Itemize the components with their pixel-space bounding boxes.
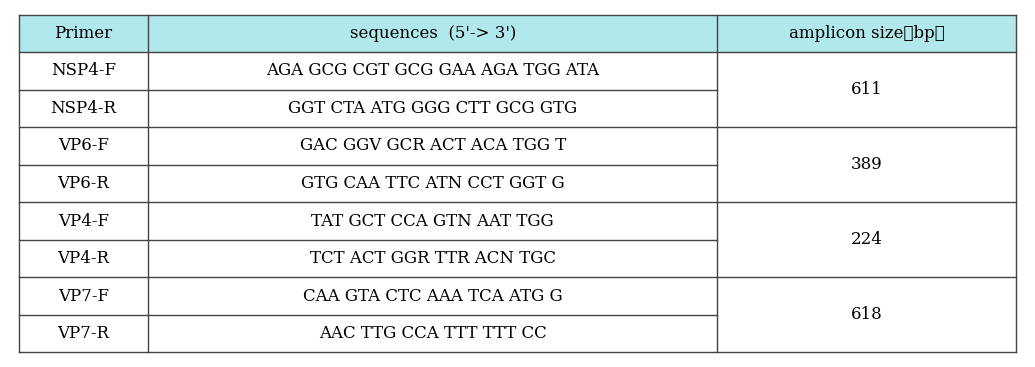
FancyBboxPatch shape — [148, 315, 717, 352]
Text: GGT CTA ATG GGG CTT GCG GTG: GGT CTA ATG GGG CTT GCG GTG — [288, 100, 578, 117]
Text: TCT ACT GGR TTR ACN TGC: TCT ACT GGR TTR ACN TGC — [309, 250, 556, 267]
FancyBboxPatch shape — [148, 15, 717, 52]
Text: sequences  (5'-> 3'): sequences (5'-> 3') — [350, 25, 515, 42]
Text: TAT GCT CCA GTN AAT TGG: TAT GCT CCA GTN AAT TGG — [312, 212, 554, 229]
FancyBboxPatch shape — [148, 165, 717, 202]
FancyBboxPatch shape — [148, 127, 717, 165]
FancyBboxPatch shape — [19, 90, 148, 127]
FancyBboxPatch shape — [717, 127, 1016, 202]
Text: VP4-F: VP4-F — [58, 212, 109, 229]
FancyBboxPatch shape — [19, 315, 148, 352]
FancyBboxPatch shape — [717, 15, 1016, 52]
FancyBboxPatch shape — [19, 240, 148, 277]
Text: CAA GTA CTC AAA TCA ATG G: CAA GTA CTC AAA TCA ATG G — [303, 288, 562, 305]
FancyBboxPatch shape — [148, 202, 717, 240]
Text: Primer: Primer — [55, 25, 113, 42]
FancyBboxPatch shape — [148, 52, 717, 90]
Text: AGA GCG CGT GCG GAA AGA TGG ATA: AGA GCG CGT GCG GAA AGA TGG ATA — [266, 62, 599, 79]
FancyBboxPatch shape — [19, 127, 148, 165]
FancyBboxPatch shape — [148, 90, 717, 127]
Text: NSP4-R: NSP4-R — [51, 100, 117, 117]
FancyBboxPatch shape — [19, 277, 148, 315]
FancyBboxPatch shape — [19, 165, 148, 202]
Text: 389: 389 — [851, 156, 883, 173]
FancyBboxPatch shape — [717, 277, 1016, 352]
Text: GAC GGV GCR ACT ACA TGG T: GAC GGV GCR ACT ACA TGG T — [299, 138, 566, 155]
Text: 224: 224 — [851, 231, 883, 248]
FancyBboxPatch shape — [19, 15, 148, 52]
Text: VP7-R: VP7-R — [58, 325, 110, 342]
Text: VP7-F: VP7-F — [58, 288, 109, 305]
Text: VP6-R: VP6-R — [58, 175, 110, 192]
Text: NSP4-F: NSP4-F — [51, 62, 116, 79]
Text: GTG CAA TTC ATN CCT GGT G: GTG CAA TTC ATN CCT GGT G — [301, 175, 564, 192]
FancyBboxPatch shape — [717, 52, 1016, 127]
FancyBboxPatch shape — [19, 202, 148, 240]
FancyBboxPatch shape — [148, 240, 717, 277]
Text: 611: 611 — [851, 81, 883, 98]
Text: AAC TTG CCA TTT TTT CC: AAC TTG CCA TTT TTT CC — [319, 325, 546, 342]
FancyBboxPatch shape — [19, 52, 148, 90]
Text: amplicon size（bp）: amplicon size（bp） — [789, 25, 945, 42]
FancyBboxPatch shape — [717, 202, 1016, 277]
Text: 618: 618 — [851, 306, 883, 323]
FancyBboxPatch shape — [148, 277, 717, 315]
Text: VP6-F: VP6-F — [58, 138, 109, 155]
Text: VP4-R: VP4-R — [58, 250, 110, 267]
